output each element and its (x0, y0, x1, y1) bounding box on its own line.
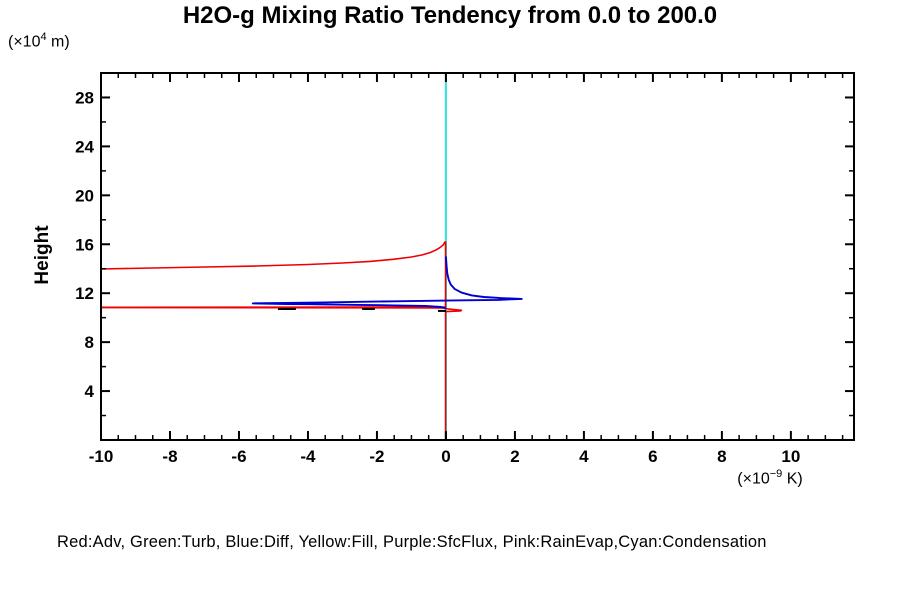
x-tick-label: -10 (89, 447, 114, 466)
plot-frame (100, 72, 855, 441)
x-unit-close: K) (782, 470, 803, 488)
x-tick-label: 6 (648, 447, 657, 466)
y-tick-label: 8 (85, 333, 94, 352)
y-tick-label: 12 (75, 284, 94, 303)
x-tick-label: -8 (162, 447, 177, 466)
chart-title: H2O-g Mixing Ratio Tendency from 0.0 to … (182, 2, 718, 29)
y-axis-unit-label: (×104 m) (8, 31, 70, 51)
x-tick-label: 4 (579, 447, 589, 466)
y-unit-close: m) (46, 33, 70, 51)
y-tick-label: 28 (75, 88, 94, 107)
x-tick-label: -4 (300, 447, 316, 466)
x-axis-unit-label: (×10−9 K) (700, 468, 840, 488)
x-tick-label: -2 (369, 447, 384, 466)
x-tick-label: -6 (231, 447, 246, 466)
x-unit-open: (×10 (737, 470, 770, 488)
x-unit-exponent: −9 (769, 468, 783, 480)
x-tick-label: 0 (441, 447, 450, 466)
x-tick-label: 10 (781, 447, 800, 466)
y-tick-label: 24 (75, 137, 94, 156)
series-adv (100, 241, 463, 439)
x-tick-label: 2 (510, 447, 519, 466)
x-tick-label: 8 (717, 447, 726, 466)
y-unit-exponent: 4 (40, 31, 47, 43)
series-diff (251, 256, 523, 310)
y-unit-open: (×10 (8, 33, 41, 51)
legend-caption: Red:Adv, Green:Turb, Blue:Diff, Yellow:F… (57, 533, 767, 551)
y-tick-label: 20 (75, 186, 94, 205)
y-tick-label: 4 (85, 382, 95, 401)
y-tick-label: 16 (75, 235, 94, 254)
